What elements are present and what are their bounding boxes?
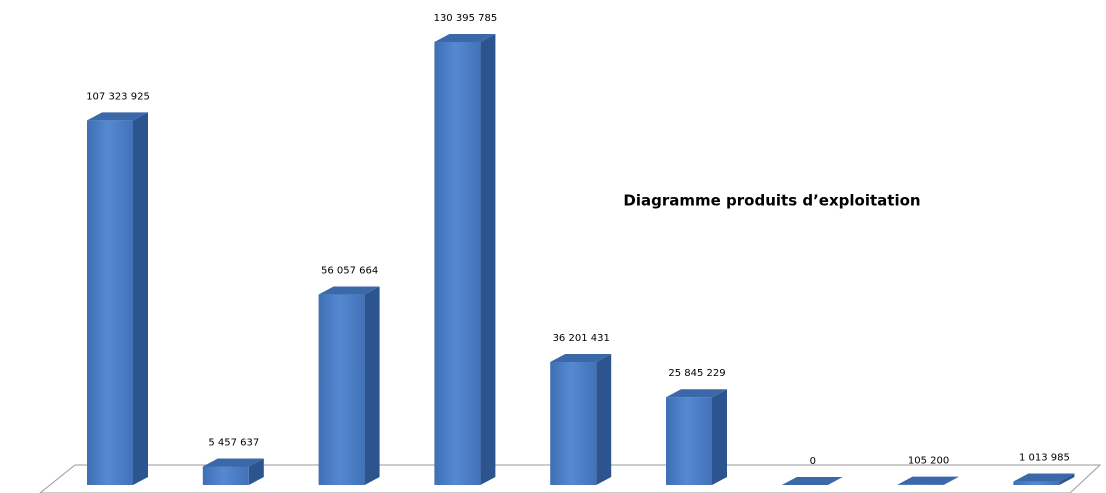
bar (781, 477, 843, 485)
bar-side (133, 112, 148, 485)
bar-top (87, 112, 148, 121)
data-label: 105 200 (908, 456, 949, 467)
bar-front (434, 42, 481, 485)
data-label: 56 057 664 (321, 266, 378, 277)
data-label: 36 201 431 (553, 333, 610, 344)
bar-top (434, 34, 496, 42)
data-label: 5 457 637 (208, 437, 259, 448)
bar (897, 476, 959, 485)
bar-side (480, 34, 496, 485)
bar-top (318, 286, 380, 295)
floor (39, 464, 1102, 493)
bar (550, 354, 612, 485)
bar-side (364, 286, 380, 485)
bar-front (202, 466, 249, 485)
bar (434, 34, 496, 485)
bar-side (712, 389, 727, 485)
bar-front (550, 362, 597, 485)
bar-side (943, 476, 959, 485)
bar-front (1013, 481, 1060, 485)
bar (1013, 473, 1075, 485)
bar-front (318, 294, 365, 485)
data-label: 25 845 229 (668, 368, 725, 379)
chart-title: Diagramme produits d’exploitation (623, 192, 920, 210)
bar-side (596, 354, 612, 485)
bar (87, 112, 148, 485)
bar-front (87, 120, 133, 485)
bar-front (666, 397, 712, 485)
data-label: 1 013 985 (1019, 453, 1070, 464)
data-label: 0 (810, 456, 816, 467)
bar-side (1059, 473, 1075, 485)
bar-side (248, 458, 264, 485)
data-label: 107 323 925 (86, 91, 150, 102)
bar (318, 286, 380, 485)
bar-top (202, 458, 264, 467)
bar-top (666, 389, 727, 398)
bar-top (550, 354, 612, 363)
bar-top (1013, 473, 1075, 482)
bar (666, 389, 727, 485)
bar-top (781, 477, 843, 485)
bar-top (897, 476, 959, 485)
bar (202, 458, 264, 485)
data-label: 130 395 785 (434, 13, 498, 24)
